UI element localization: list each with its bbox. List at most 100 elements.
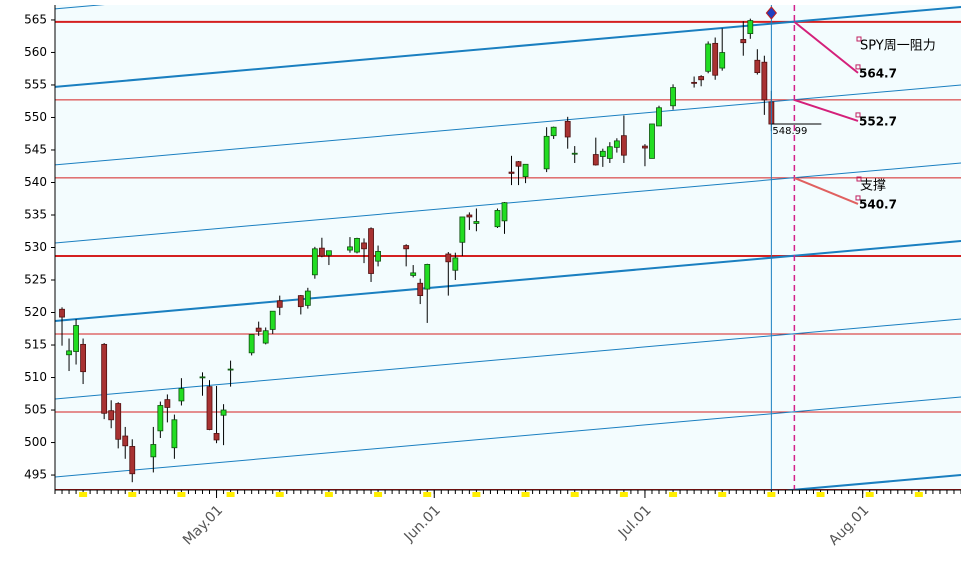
week-marker xyxy=(472,492,481,497)
week-marker xyxy=(177,492,186,497)
candle-body xyxy=(571,152,578,155)
candle-body xyxy=(157,405,164,432)
x-tick-label: Jun.01 xyxy=(401,502,444,545)
week-marker xyxy=(619,492,628,497)
candle-body xyxy=(564,120,571,138)
week-marker xyxy=(767,492,776,497)
y-tick-label: 555 xyxy=(24,77,47,91)
y-tick-label: 545 xyxy=(24,142,47,156)
candle-body xyxy=(599,150,606,157)
week-marker xyxy=(865,492,874,497)
week-marker xyxy=(570,492,579,497)
plot xyxy=(55,5,961,490)
candle-body xyxy=(304,290,311,306)
level-pointer xyxy=(793,177,859,205)
candle-body xyxy=(452,257,459,271)
channel-line xyxy=(55,396,961,478)
candle-body xyxy=(164,399,171,408)
candle-body xyxy=(592,154,599,166)
y-tick-label: 535 xyxy=(24,207,47,221)
week-marker xyxy=(128,492,137,497)
y-tick-label: 565 xyxy=(24,12,47,26)
candle-body xyxy=(740,39,747,44)
level-label: 540.7 xyxy=(859,197,897,211)
candle-body xyxy=(705,43,712,72)
candle-body xyxy=(522,163,529,178)
candle-body xyxy=(326,250,332,256)
candle-body xyxy=(473,221,480,224)
candle-body xyxy=(199,376,206,379)
week-marker xyxy=(79,492,88,497)
candle-body xyxy=(73,325,79,352)
channel-line xyxy=(55,318,961,400)
level-handle xyxy=(855,195,861,201)
candle-body xyxy=(66,350,72,356)
channel-line xyxy=(55,162,961,244)
channel-line xyxy=(55,84,961,166)
candle-body xyxy=(508,171,515,174)
candle-body xyxy=(501,202,508,222)
y-tick-label: 525 xyxy=(24,273,47,287)
week-marker xyxy=(718,492,727,497)
level-label: 564.7 xyxy=(859,66,897,80)
candle-body xyxy=(248,334,255,354)
level-pointer xyxy=(794,98,859,122)
channel-line xyxy=(55,5,961,88)
candle-body xyxy=(620,135,627,156)
candle-body xyxy=(642,145,648,149)
y-tick-label: 505 xyxy=(24,403,47,417)
candle-body xyxy=(311,248,318,276)
candle-body xyxy=(691,81,698,84)
annotation: 支撑 xyxy=(860,179,886,194)
level-label: 552.7 xyxy=(859,114,897,128)
candle-body xyxy=(445,253,452,263)
annotation-handle xyxy=(856,36,862,42)
level-pointer xyxy=(793,21,859,74)
week-marker xyxy=(324,492,333,497)
channel-line xyxy=(55,240,961,322)
candle-body xyxy=(129,446,136,475)
channel-line xyxy=(780,474,961,490)
candle-body xyxy=(747,20,754,35)
y-tick-label: 550 xyxy=(24,110,47,124)
candle-body xyxy=(368,228,374,274)
candle-body xyxy=(171,419,178,449)
candle-body xyxy=(417,282,424,297)
candle-body xyxy=(459,216,466,243)
candle-body xyxy=(122,435,129,447)
candle-body xyxy=(178,388,185,402)
candle-body xyxy=(361,242,367,250)
y-tick-label: 540 xyxy=(24,175,47,189)
candle-body xyxy=(276,300,283,308)
candle-body xyxy=(424,264,431,290)
annotation-handle xyxy=(856,176,862,182)
candle-body xyxy=(101,343,108,414)
candle-body xyxy=(698,76,705,81)
candle-body xyxy=(297,295,304,308)
week-marker xyxy=(521,492,530,497)
candle-body xyxy=(613,140,620,148)
week-marker xyxy=(423,492,432,497)
candle-body xyxy=(494,210,501,228)
candle-body xyxy=(543,135,550,170)
candle-body xyxy=(354,237,360,253)
week-marker xyxy=(914,492,923,497)
candle-body xyxy=(606,146,613,159)
candle-body xyxy=(649,123,655,159)
candle-body xyxy=(761,61,768,101)
candle-body xyxy=(347,246,353,251)
week-marker xyxy=(374,492,383,497)
y-tick-label: 510 xyxy=(24,370,47,384)
week-marker xyxy=(669,492,678,497)
candle-body xyxy=(403,245,410,250)
y-tick-label: 515 xyxy=(24,338,47,352)
candle-body xyxy=(269,310,276,330)
candle-body xyxy=(670,87,676,107)
y-tick-label: 520 xyxy=(24,305,47,319)
x-tick-label: Aug.01 xyxy=(826,502,872,548)
week-marker xyxy=(226,492,235,497)
x-tick-label: Jul.01 xyxy=(615,502,655,542)
week-marker xyxy=(275,492,284,497)
candle-body xyxy=(255,327,262,332)
